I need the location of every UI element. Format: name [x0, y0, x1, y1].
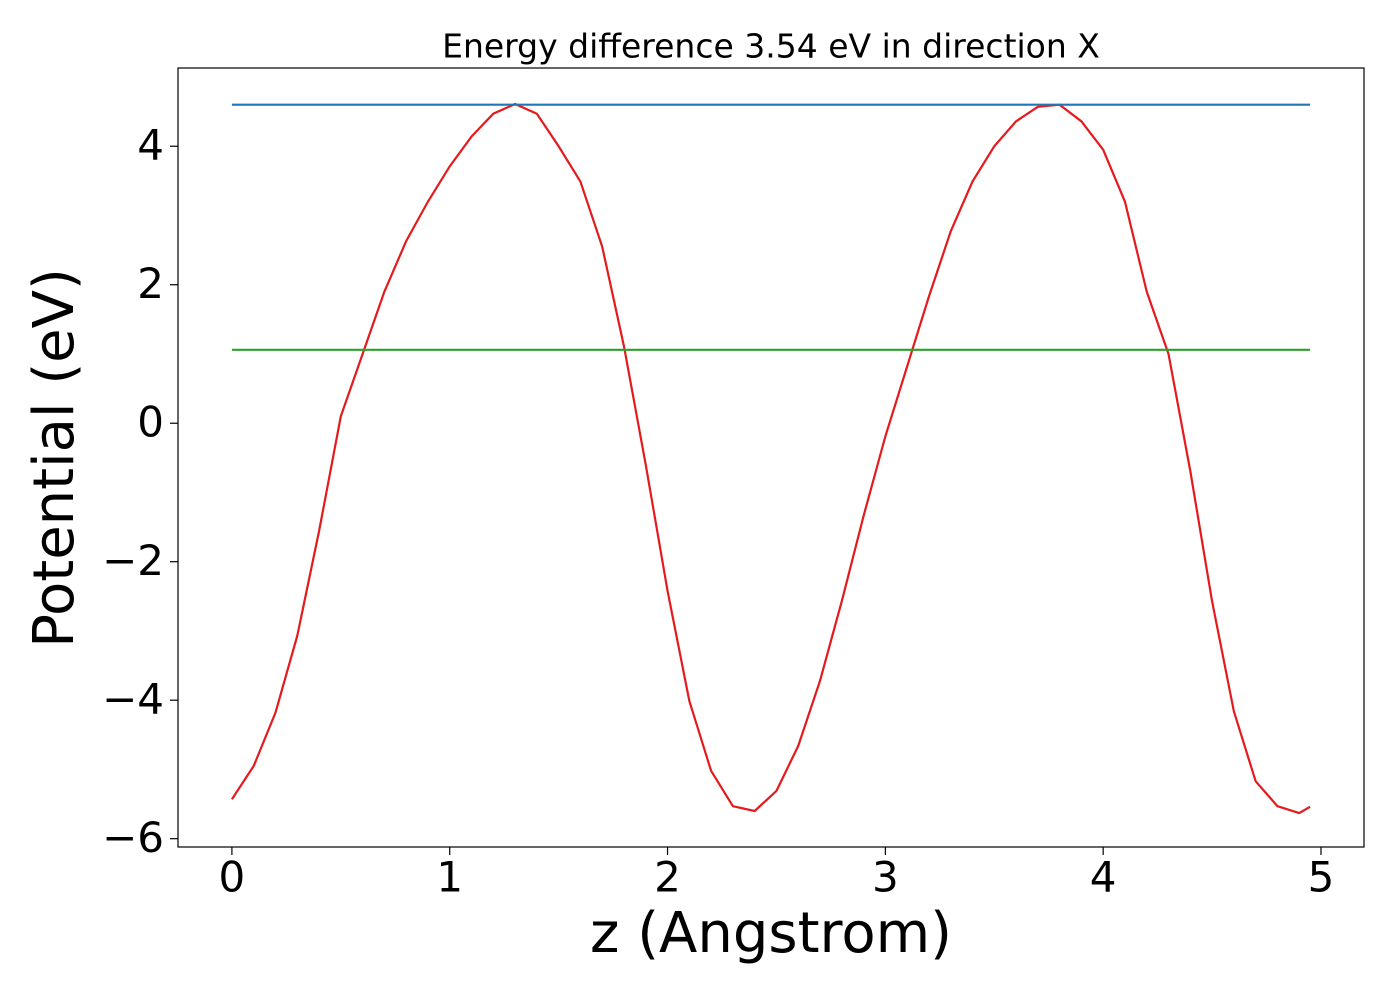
x-tick-label: 5 — [1308, 853, 1335, 902]
y-axis-label: Potential (eV) — [22, 268, 87, 648]
x-tick-label: 0 — [219, 853, 246, 902]
x-tick-label: 2 — [654, 853, 681, 902]
x-axis-label: z (Angstrom) — [590, 901, 952, 966]
y-tick-label: 0 — [137, 398, 164, 447]
y-tick-label: 2 — [137, 259, 164, 308]
plot-frame — [177, 67, 1365, 848]
chart-title: Energy difference 3.54 eV in direction X — [442, 27, 1100, 66]
x-tick-label: 4 — [1090, 853, 1117, 902]
x-tick-label: 1 — [436, 853, 463, 902]
y-tick-label: 4 — [137, 121, 164, 170]
y-tick-label: −6 — [102, 813, 164, 862]
line-series — [230, 102, 1311, 815]
y-tick-label: −2 — [102, 536, 164, 585]
y-tick-label: −4 — [102, 675, 164, 724]
x-tick-label: 3 — [872, 853, 899, 902]
